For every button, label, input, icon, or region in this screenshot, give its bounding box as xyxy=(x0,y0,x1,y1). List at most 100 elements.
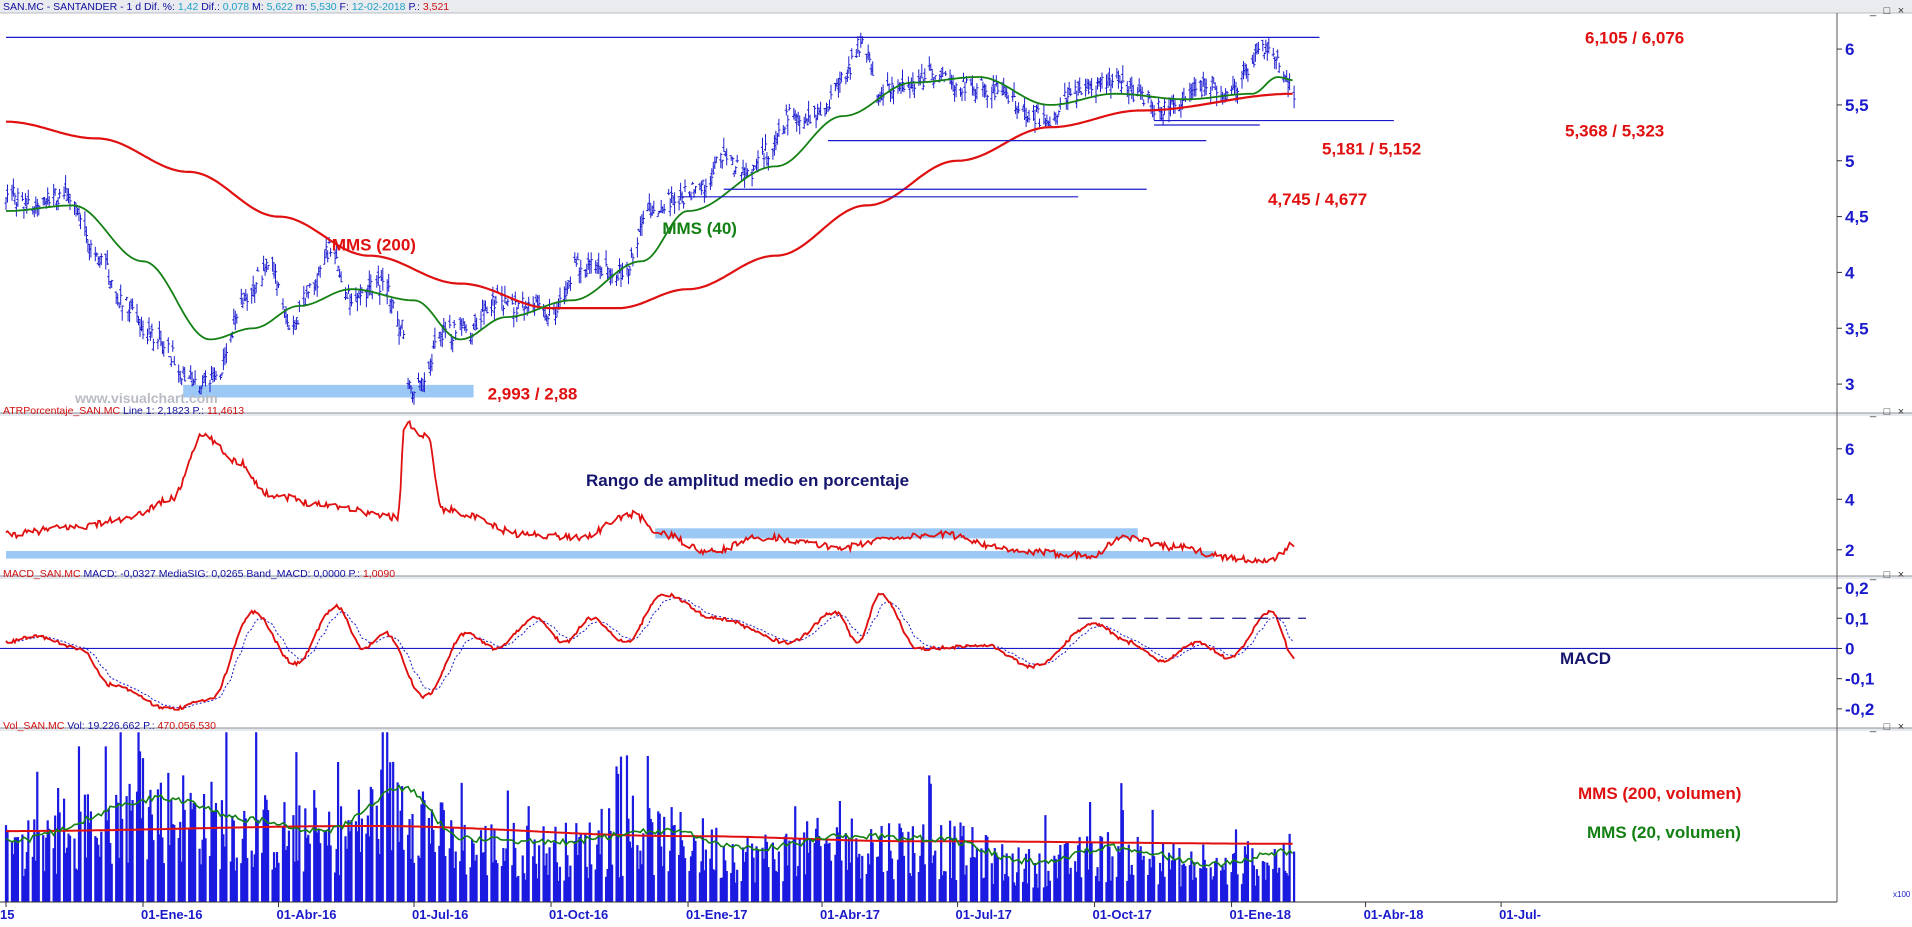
x-tick-label: 01-Ene-16 xyxy=(141,907,202,922)
price-bar xyxy=(119,284,123,306)
level-label: 6,105 / 6,076 xyxy=(1585,28,1684,47)
price-bar xyxy=(984,84,988,98)
price-bar xyxy=(960,88,964,102)
price-bar xyxy=(1100,72,1104,89)
header-field-label: M: xyxy=(249,1,267,13)
price-bar xyxy=(585,263,589,278)
window-button-volume-2[interactable]: × xyxy=(1898,721,1904,733)
price-bar xyxy=(99,253,103,266)
price-bar xyxy=(391,299,395,309)
window-button-atr-2[interactable]: × xyxy=(1898,406,1904,418)
price-bar xyxy=(376,265,380,286)
price-bar xyxy=(37,205,41,216)
price-bar xyxy=(763,134,768,151)
atr-highlight-band xyxy=(6,551,1214,559)
price-bar xyxy=(131,298,135,311)
price-bar xyxy=(850,48,854,60)
price-bar xyxy=(166,337,170,353)
header-field-value: 3,521 xyxy=(423,1,449,13)
price-bar xyxy=(387,273,391,292)
price-bar xyxy=(1037,118,1042,128)
pane-header-field-value: 470.056.530 xyxy=(158,720,217,732)
price-bar xyxy=(1157,96,1161,111)
window-button-macd-0[interactable]: _ xyxy=(1869,569,1877,581)
window-button-price-1[interactable]: □ xyxy=(1884,5,1891,17)
price-bar xyxy=(501,305,505,316)
price-bar xyxy=(513,291,517,305)
price-bar xyxy=(777,118,781,138)
price-bar xyxy=(464,324,468,333)
price-bar xyxy=(180,378,184,386)
price-bar xyxy=(306,291,310,299)
price-bar xyxy=(786,114,790,136)
price-bar xyxy=(711,161,715,175)
price-bar xyxy=(1256,41,1260,54)
price-bar xyxy=(120,305,124,321)
window-button-volume-1[interactable]: □ xyxy=(1884,721,1891,733)
price-bar xyxy=(564,280,568,301)
price-bar xyxy=(95,252,99,257)
price-bar xyxy=(16,188,20,207)
pane-header-field-label: Band_MACD: xyxy=(243,568,313,580)
volume-annotation-mms200: MMS (200, volumen) xyxy=(1578,784,1741,803)
price-bar xyxy=(985,94,989,108)
price-bar xyxy=(326,250,330,263)
price-bar xyxy=(847,56,851,74)
price-bar xyxy=(756,150,760,173)
mms200-line xyxy=(6,92,1293,310)
price-bar xyxy=(701,179,705,186)
price-bar xyxy=(452,320,456,329)
price-bar xyxy=(168,356,172,358)
price-bar xyxy=(203,370,208,387)
price-bar xyxy=(20,192,24,202)
price-bar xyxy=(693,186,698,194)
pane-separator-1 xyxy=(0,576,1912,579)
header-text: SAN.MC - SANTANDER - 1 d Dif. %: 1,42 Di… xyxy=(3,1,449,13)
price-bar xyxy=(172,356,176,366)
window-button-atr-1[interactable]: □ xyxy=(1884,406,1891,418)
price-bar xyxy=(1075,90,1079,109)
mms40-line xyxy=(6,76,1293,341)
window-button-price-2[interactable]: × xyxy=(1898,5,1904,17)
price-bar xyxy=(735,154,739,163)
price-bar xyxy=(266,264,270,270)
price-bar xyxy=(46,187,50,205)
price-bar xyxy=(574,258,578,267)
price-bar xyxy=(558,287,562,308)
price-bar xyxy=(996,82,1000,95)
price-bar xyxy=(145,328,150,345)
window-button-atr-0[interactable]: _ xyxy=(1869,406,1877,418)
support-zone-label: 2,993 / 2,88 xyxy=(488,384,578,403)
price-bar xyxy=(1276,49,1280,59)
price-bar xyxy=(440,325,444,348)
price-bar xyxy=(673,192,677,214)
pane-header-field-value: 11,4613 xyxy=(207,405,244,417)
pane-header-field-value: 0,0265 xyxy=(211,568,243,580)
watermark: www.visualchart.com xyxy=(74,390,218,406)
window-button-volume-0[interactable]: _ xyxy=(1869,721,1877,733)
window-button-price-0[interactable]: _ xyxy=(1869,5,1877,17)
level-label: 5,368 / 5,323 xyxy=(1565,122,1664,141)
support-zone-band xyxy=(183,384,474,398)
price-bar xyxy=(214,370,218,381)
x-tick-label: 01-Abr-16 xyxy=(277,907,337,922)
window-button-macd-2[interactable]: × xyxy=(1898,569,1904,581)
price-bar xyxy=(944,71,948,76)
price-bar xyxy=(1162,98,1167,115)
price-bar xyxy=(848,67,852,80)
price-bar xyxy=(433,327,437,349)
price-bar xyxy=(699,180,703,196)
price-bar xyxy=(302,285,306,307)
price-bar xyxy=(629,247,633,258)
window-button-macd-1[interactable]: □ xyxy=(1884,569,1891,581)
price-bar xyxy=(1142,99,1146,107)
title-bar xyxy=(0,0,1912,13)
x-tick-label: 01-Oct-17 xyxy=(1093,907,1152,922)
price-bar xyxy=(273,263,278,284)
pane-header-field-value: 19.226.662 xyxy=(88,720,141,732)
price-bar xyxy=(871,61,875,76)
price-bar xyxy=(329,247,333,257)
price-bar xyxy=(1073,79,1077,94)
price-bar xyxy=(1262,52,1266,60)
